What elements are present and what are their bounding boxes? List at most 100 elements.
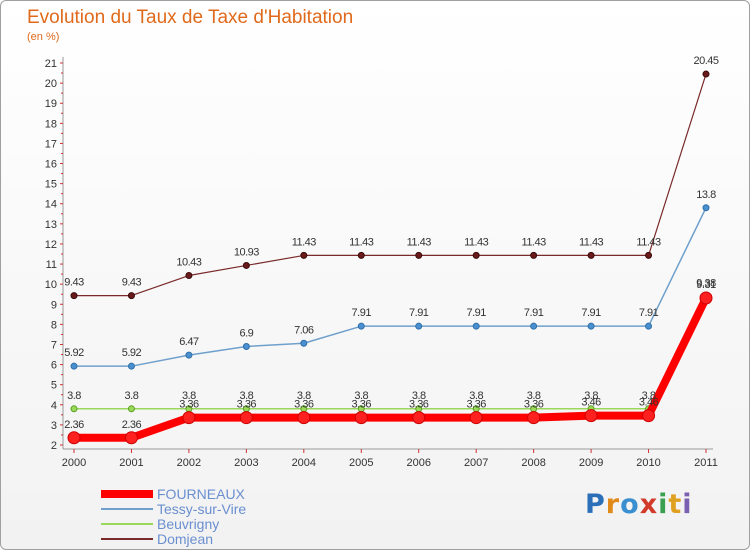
legend-swatch	[101, 508, 153, 510]
data-point	[702, 204, 710, 212]
data-label: 7.91	[466, 307, 486, 319]
y-tick-label: 6	[51, 360, 57, 372]
data-point	[127, 362, 135, 370]
data-point	[124, 431, 138, 445]
data-point	[642, 409, 656, 423]
data-label: 11.43	[464, 236, 489, 248]
data-label: 3.36	[466, 399, 486, 411]
data-label: 3.8	[584, 390, 598, 402]
data-label: 11.43	[292, 236, 317, 248]
data-point	[527, 411, 541, 425]
y-tick-label: 5	[51, 380, 57, 392]
data-point	[645, 322, 653, 330]
data-point	[70, 292, 78, 300]
logo-letter: i	[658, 489, 669, 520]
y-tick-label: 15	[45, 179, 57, 191]
data-point	[185, 351, 193, 359]
logo-letter: x	[639, 489, 659, 520]
data-label: 9.31	[696, 279, 716, 291]
data-point	[357, 251, 365, 259]
data-point	[67, 431, 81, 445]
data-label: 3.36	[294, 399, 314, 411]
x-tick-label: 2007	[464, 457, 488, 469]
data-label: 10.43	[176, 257, 201, 269]
y-tick-label: 11	[46, 259, 57, 271]
data-point	[412, 411, 426, 425]
x-tick-label: 2009	[579, 457, 603, 469]
data-label: 20.45	[693, 55, 718, 67]
y-tick-label: 21	[45, 58, 57, 70]
series-line-Beuvrigny	[74, 296, 707, 410]
y-tick-label: 2	[51, 440, 57, 452]
data-point	[415, 322, 423, 330]
proxiti-logo: Proxiti	[585, 489, 693, 520]
data-point	[699, 291, 713, 305]
data-label: 3.36	[179, 399, 199, 411]
y-tick-label: 10	[45, 279, 57, 291]
legend-label: Domjean	[157, 531, 214, 547]
data-point	[242, 261, 250, 269]
data-label: 3.8	[239, 390, 253, 402]
data-point	[354, 411, 368, 425]
data-label: 13.8	[696, 189, 716, 201]
x-tick-label: 2002	[177, 457, 201, 469]
chart-unit-label: (en %)	[27, 31, 60, 43]
data-label: 9.43	[122, 277, 142, 289]
data-label: 7.91	[409, 307, 429, 319]
data-label: 9.43	[64, 277, 84, 289]
data-label: 3.8	[469, 390, 483, 402]
series-line-Domjean	[74, 73, 707, 297]
data-point	[185, 272, 193, 280]
data-label: 11.43	[407, 236, 432, 248]
data-label: 3.8	[412, 390, 426, 402]
legend-label: Tessy-sur-Vire	[157, 501, 247, 517]
data-label: 5.92	[64, 347, 84, 359]
y-tick-label: 7	[51, 339, 57, 351]
logo-letter: P	[585, 489, 606, 520]
logo-letter: i	[682, 489, 693, 520]
data-label: 11.43	[636, 236, 661, 248]
data-point	[472, 322, 480, 330]
data-label: 11.43	[349, 236, 374, 248]
data-label: 6.9	[239, 327, 253, 339]
data-point	[415, 251, 423, 259]
data-label: 7.91	[352, 307, 372, 319]
data-label: 2.36	[122, 419, 142, 431]
legend-swatch	[101, 538, 153, 540]
y-tick-label: 18	[45, 118, 57, 130]
data-point	[300, 339, 308, 347]
logo-letter: o	[620, 489, 640, 520]
y-tick-label: 14	[45, 199, 57, 211]
y-tick-label: 13	[45, 219, 57, 231]
y-tick-label: 4	[51, 400, 57, 412]
y-tick-label: 20	[45, 78, 57, 90]
data-point	[357, 322, 365, 330]
data-label: 3.8	[354, 390, 368, 402]
logo-letter: r	[605, 489, 621, 520]
x-tick-label: 2005	[349, 457, 373, 469]
data-label: 7.91	[639, 307, 659, 319]
data-point	[645, 251, 653, 259]
x-tick-label: 2003	[234, 457, 258, 469]
logo-letter: t	[668, 489, 683, 520]
data-point	[239, 411, 253, 425]
x-tick-label: 2010	[636, 457, 660, 469]
data-label: 3.8	[182, 390, 196, 402]
x-tick-label: 2000	[62, 457, 86, 469]
y-tick-label: 9	[51, 299, 57, 311]
data-label: 5.92	[122, 347, 142, 359]
data-point	[472, 251, 480, 259]
y-tick-label: 17	[45, 138, 57, 150]
data-point	[242, 342, 250, 350]
x-tick-label: 2006	[406, 457, 430, 469]
data-label: 7.91	[524, 307, 544, 319]
data-label: 2.36	[64, 419, 84, 431]
data-label: 11.43	[522, 236, 547, 248]
legend-swatch	[101, 523, 153, 525]
data-point	[530, 251, 538, 259]
data-label: 3.8	[642, 390, 656, 402]
data-point	[584, 409, 598, 423]
data-point	[587, 322, 595, 330]
